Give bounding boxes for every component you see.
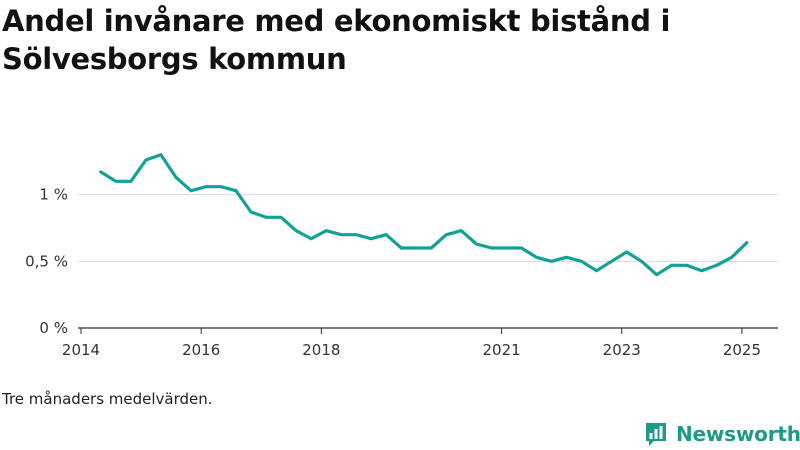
data-point [429,246,433,250]
data-point [444,233,448,237]
data-point [489,246,493,250]
y-tick-label: 1 % [39,186,68,204]
data-point [715,263,719,267]
data-point [550,259,553,263]
x-tick-label: 2014 [62,341,100,359]
data-point [474,242,478,246]
data-point [384,233,388,237]
data-point [459,229,463,233]
brand-logo[interactable]: Newsworthy [644,419,800,449]
gridlines [78,194,778,262]
data-point [414,246,418,250]
data-point [535,255,538,259]
data-point [565,255,568,259]
data-point [610,259,613,263]
data-point [655,273,659,277]
data-point [595,269,598,273]
data-point [324,229,328,233]
data-point [700,269,704,273]
data-point [354,233,358,237]
data-point [204,185,208,189]
x-tick-label: 2018 [302,341,340,359]
x-tick-label: 2025 [723,341,761,359]
data-point [129,179,133,183]
data-point [159,153,163,157]
data-point [339,233,343,237]
series-layer [99,153,749,277]
footnote: Tre månaders medelvärden. [2,390,213,408]
data-point [234,189,238,193]
data-point [279,215,283,219]
data-point [249,210,253,214]
x-axis: 2014 2016 2018 2021 2023 2025 [62,327,778,359]
data-point [174,175,178,179]
y-axis: 0 % 0,5 % 1 % [25,186,68,337]
data-point [309,237,313,241]
data-point [640,259,644,263]
y-tick-label: 0 % [39,319,68,337]
y-tick-label: 0,5 % [25,252,68,270]
data-point [189,189,193,193]
brand-name: Newsworthy [676,422,800,446]
data-point [219,185,223,189]
x-tick-label: 2016 [182,341,220,359]
newsworthy-logo-icon [646,423,666,446]
data-point [264,215,268,219]
data-point [625,250,628,254]
data-point [144,158,148,162]
data-point [399,246,403,250]
data-point [685,263,689,267]
data-point [505,246,508,250]
chart-title: Andel invånare med ekonomiskt bistånd i … [2,4,671,76]
data-point [294,229,298,233]
data-point [520,246,523,250]
data-point [730,255,734,259]
data-point [369,237,373,241]
data-point [580,259,583,263]
x-tick-label: 2021 [483,341,521,359]
x-tick-label: 2023 [603,341,641,359]
data-point [99,170,103,174]
series-line [99,153,749,277]
data-point [670,263,674,267]
data-point [745,241,749,245]
data-point [114,179,118,183]
